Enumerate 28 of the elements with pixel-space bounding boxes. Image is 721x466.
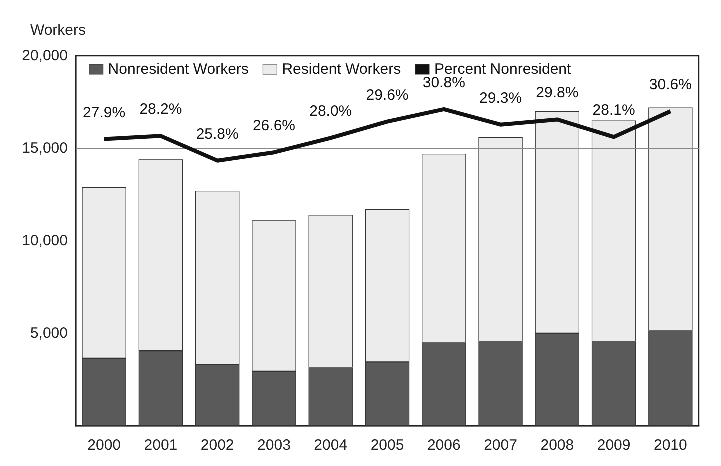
data-label: 29.3% [480, 90, 522, 107]
legend-label: Resident Workers [282, 61, 402, 78]
data-label: 28.0% [310, 103, 352, 120]
x-tick-label: 2009 [597, 437, 631, 454]
x-tick-label: 2010 [654, 437, 688, 454]
x-tick-label: 2002 [200, 437, 234, 454]
data-label: 27.9% [83, 104, 126, 122]
x-tick-label: 2003 [258, 437, 291, 454]
x-tick-label: 2005 [370, 437, 404, 454]
y-tick-label: 15,000 [22, 140, 68, 157]
data-label: 26.6% [252, 118, 296, 135]
data-label: 28.2% [140, 101, 182, 118]
x-tick-label: 2004 [314, 437, 348, 454]
x-tick-label: 2001 [144, 437, 178, 454]
y-axis-title: Workers [30, 22, 86, 39]
data-label: 29.6% [366, 86, 409, 104]
data-label: 25.8% [196, 126, 239, 143]
data-label: 30.6% [649, 76, 692, 94]
y-tick-label: 20,000 [22, 48, 68, 64]
legend-label: Nonresident Workers [108, 61, 249, 78]
x-tick-label: 2008 [540, 437, 574, 454]
x-tick-label: 2006 [427, 437, 461, 454]
x-tick-label: 2000 [88, 437, 122, 454]
x-tick-label: 2007 [484, 437, 518, 454]
data-label: 28.1% [592, 102, 636, 120]
data-label: 29.8% [536, 84, 579, 102]
y-tick-label: 10,000 [22, 232, 68, 250]
y-tick-label: 5,000 [30, 325, 68, 342]
